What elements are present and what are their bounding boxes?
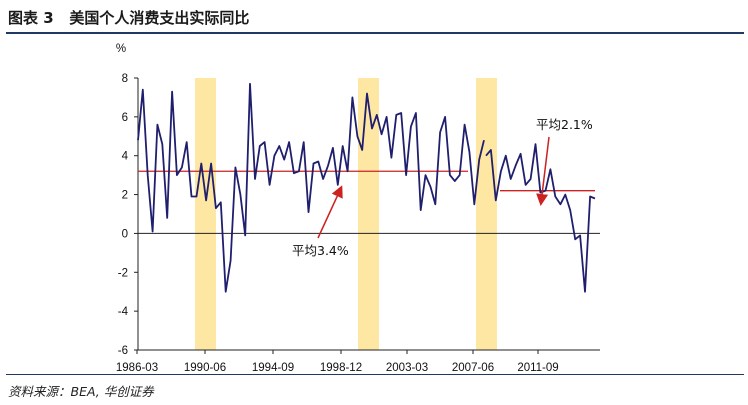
y-tick-label: 6 — [122, 112, 128, 124]
x-tick-label: 1994-09 — [252, 362, 294, 374]
y-tick-label: 2 — [122, 190, 128, 202]
x-tick-label: 2003-03 — [386, 362, 428, 374]
source-note: 资料来源：BEA, 华创证券 — [8, 384, 154, 399]
x-tick-label: 2011-09 — [517, 362, 558, 374]
figure-header: 图表 3 美国个人消费支出实际同比 — [0, 0, 748, 36]
x-tick-label: 2007-06 — [452, 362, 494, 374]
y-unit-label: % — [116, 43, 126, 55]
x-tick-label: 1986-03 — [116, 362, 158, 374]
y-tick-label: 4 — [122, 151, 129, 163]
average-label-1: 平均3.4% — [292, 243, 349, 258]
header-rule — [6, 32, 744, 34]
figure-title: 图表 3 美国个人消费支出实际同比 — [8, 9, 250, 27]
series-line — [485, 143, 596, 293]
average-arrow-1 — [317, 185, 343, 239]
average-arrow-2 — [536, 136, 550, 206]
recession-band — [195, 78, 216, 350]
y-tick-label: -2 — [118, 267, 128, 279]
y-tick-label: 8 — [122, 73, 128, 85]
series-line — [137, 82, 485, 293]
y-tick-label: 0 — [122, 228, 128, 240]
footer-rule — [6, 374, 744, 375]
recession-band — [476, 78, 497, 350]
x-tick-label: 1998-12 — [320, 362, 362, 374]
x-tick-label: 1990-06 — [184, 362, 226, 374]
y-tick-label: -6 — [118, 345, 128, 357]
y-tick-label: -4 — [118, 306, 129, 318]
average-label-2: 平均2.1% — [536, 117, 593, 132]
